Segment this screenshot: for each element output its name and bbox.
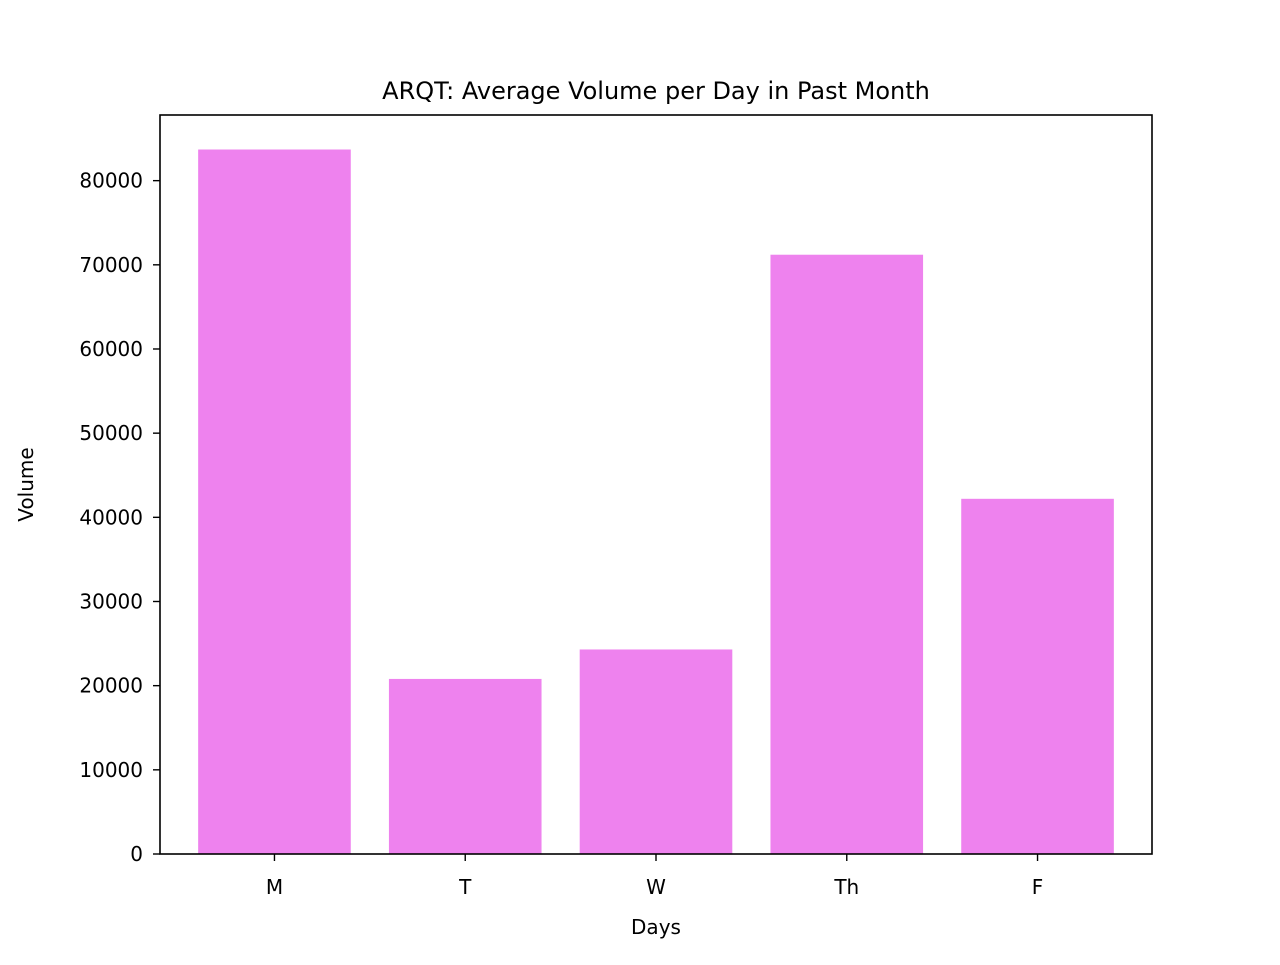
x-tick-label: F [1032,875,1044,899]
x-tick-label: Th [833,875,859,899]
y-tick-label: 70000 [79,253,143,277]
y-axis: 0 10000 20000 30000 40000 50000 60000 70000 8000… [79,169,160,866]
x-tick-label: W [646,875,666,899]
x-tick-label: M [266,875,283,899]
bar-t [388,678,542,854]
chart-title: ARQT: Average Volume per Day in Past Mon… [382,77,930,105]
bar-f [961,498,1114,854]
x-axis-label: Days [631,915,681,939]
bar-w [579,649,733,854]
y-tick-label: 20000 [79,674,143,698]
y-tick-label: 0 [130,842,143,866]
y-tick-label: 10000 [79,758,143,782]
bar-m [198,149,351,855]
plot-frame [159,114,1153,855]
bar-th [770,254,924,854]
x-axis: M T W Th F [266,854,1043,899]
y-tick-label: 80000 [79,169,143,193]
y-axis-label: Volume [14,447,38,521]
y-tick-label: 40000 [79,505,143,529]
y-tick-label: 60000 [79,337,143,361]
x-tick-label: T [458,875,472,899]
bar-series [198,149,1114,855]
y-tick-label: 30000 [79,589,143,613]
y-tick-label: 50000 [79,421,143,445]
